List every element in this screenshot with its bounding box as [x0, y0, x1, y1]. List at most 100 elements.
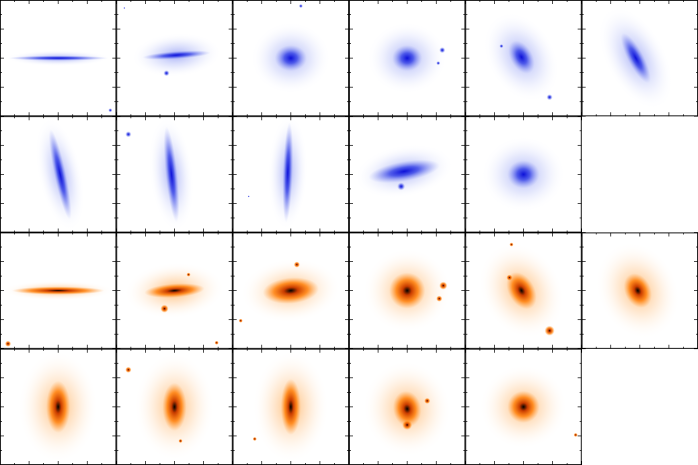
galaxy: [250, 22, 331, 95]
companion: [506, 274, 513, 281]
galaxy: [598, 6, 674, 110]
galaxy: [131, 32, 222, 78]
galaxy-core: [48, 129, 72, 220]
galaxy: [367, 22, 448, 95]
galaxy: [2, 280, 115, 301]
galaxy: [124, 262, 225, 319]
panel-frame: [348, 116, 466, 233]
companion: [214, 340, 219, 345]
galaxy: [134, 352, 215, 461]
galaxy-core: [368, 159, 440, 184]
panel-frame: [232, 232, 350, 349]
companion: [397, 182, 406, 191]
panel-frame: [348, 232, 466, 349]
galaxy: [35, 117, 85, 232]
panel-frame: [465, 232, 582, 349]
galaxy-core: [506, 272, 537, 310]
panel: [348, 0, 466, 117]
companion: [424, 397, 431, 404]
panel-frame: [116, 0, 233, 117]
galaxy-core: [262, 277, 319, 304]
panel: [232, 348, 350, 465]
galaxy: [252, 350, 329, 463]
galaxy: [148, 116, 195, 233]
companion: [544, 325, 555, 336]
galaxy-core: [389, 272, 426, 309]
panel: [0, 348, 117, 465]
galaxy-core: [508, 40, 535, 74]
companion: [5, 340, 12, 347]
companion: [509, 242, 514, 247]
galaxy-core: [507, 390, 540, 423]
companion: [247, 195, 250, 198]
panel: [232, 114, 350, 233]
panel: [464, 0, 583, 117]
companion: [436, 61, 441, 66]
companion: [499, 44, 504, 49]
panel: [0, 115, 117, 233]
companion: [123, 7, 126, 10]
panel: [464, 232, 583, 350]
galaxy-core: [12, 286, 105, 295]
companion: [573, 432, 578, 437]
galaxy-core: [623, 273, 652, 308]
galaxy: [240, 258, 341, 323]
galaxy-core: [392, 45, 423, 72]
galaxy: [18, 350, 99, 463]
companion: [439, 47, 446, 54]
galaxy: [362, 360, 452, 457]
panel: [232, 232, 350, 350]
panel-frame: [465, 116, 582, 233]
companion: [125, 366, 132, 373]
panel-frame: [348, 0, 466, 117]
panel: [115, 232, 234, 350]
companion: [298, 4, 303, 9]
galaxy-core: [142, 50, 211, 60]
companion: [252, 436, 257, 441]
panel-frame: [0, 232, 117, 349]
galaxy-core: [282, 122, 294, 223]
panel-frame: [0, 116, 117, 233]
companion: [293, 261, 300, 268]
panel-frame: [232, 116, 350, 233]
panel: [115, 348, 234, 465]
panel: [0, 0, 117, 117]
galaxy-core: [8, 55, 109, 61]
companion: [436, 295, 443, 302]
galaxy: [354, 144, 454, 199]
companion: [186, 272, 191, 277]
panel: [232, 0, 350, 117]
galaxy-core: [392, 390, 422, 427]
galaxy-core: [280, 378, 301, 435]
galaxy: [478, 242, 565, 339]
panel: [348, 232, 466, 350]
galaxy: [481, 136, 566, 213]
galaxy-core: [274, 45, 307, 72]
companion: [238, 318, 243, 323]
galaxy: [479, 364, 568, 449]
companion: [125, 131, 132, 138]
galaxy: [483, 12, 560, 103]
companion: [402, 419, 413, 430]
panel-frame: [0, 0, 117, 117]
panel-frame: [116, 116, 233, 233]
galaxy-core: [46, 380, 71, 433]
companion: [439, 281, 448, 290]
panel: [0, 232, 117, 350]
galaxy-core: [620, 33, 651, 84]
galaxy: [363, 248, 452, 333]
galaxy: [6, 50, 111, 67]
companion: [546, 94, 553, 101]
galaxy: [595, 242, 680, 340]
panel: [464, 348, 583, 465]
panel: [348, 115, 466, 233]
panel: [581, 232, 698, 350]
panel: [115, 115, 234, 233]
companion: [178, 438, 183, 443]
companion: [108, 108, 113, 113]
galaxy-core: [144, 283, 205, 298]
panel: [464, 115, 583, 233]
galaxy-core: [163, 126, 180, 223]
